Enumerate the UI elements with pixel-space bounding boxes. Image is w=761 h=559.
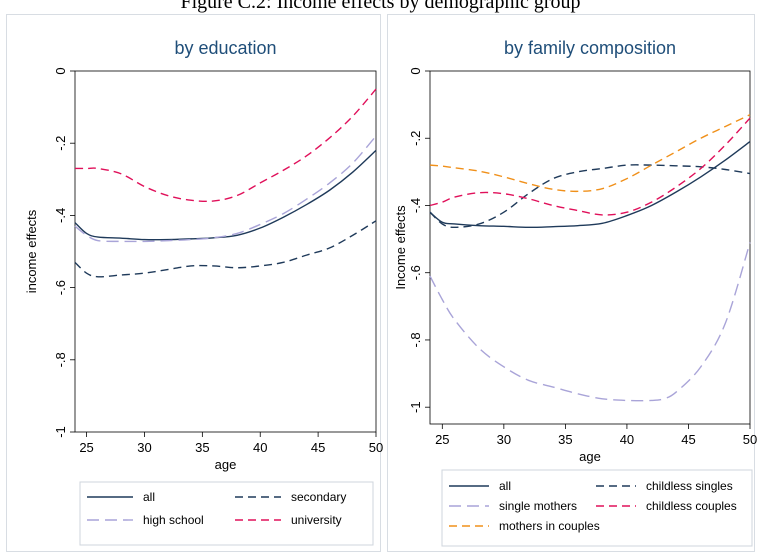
legend-label-childless-couples: childless couples <box>646 499 737 513</box>
chart-title: by family composition <box>504 38 676 58</box>
page-title: Figure C.2: Income effects by demographi… <box>180 0 581 13</box>
x-tick-label: 50 <box>743 432 757 447</box>
x-tick-label: 35 <box>195 440 209 455</box>
y-tick-label: -.6 <box>408 265 423 280</box>
legend-label-university: university <box>291 513 342 527</box>
y-tick-label: -.2 <box>53 136 68 151</box>
legend-label-high-school: high school <box>143 513 204 527</box>
y-tick-label: -1 <box>53 426 68 438</box>
y-tick-label: -.4 <box>53 208 68 223</box>
series-line-all <box>74 149 377 241</box>
legend-label-all: all <box>143 490 155 504</box>
legend-label-childless-singles: childless singles <box>646 479 733 493</box>
x-tick-label: 35 <box>558 432 572 447</box>
legend-label-all: all <box>499 479 511 493</box>
y-tick-label: -.4 <box>408 198 423 213</box>
x-axis-label: age <box>579 449 601 464</box>
legend-label-mothers-in-couples: mothers in couples <box>499 519 600 533</box>
series-line-secondary <box>74 220 377 278</box>
legend-label-single-mothers: single mothers <box>499 499 577 513</box>
legend-box <box>441 469 753 547</box>
series-line-university <box>74 88 377 203</box>
y-tick-label: -.8 <box>53 352 68 367</box>
x-axis-label: age <box>215 457 237 472</box>
chart-title: by education <box>174 38 276 58</box>
plot-area <box>429 70 751 425</box>
x-tick-label: 25 <box>79 440 93 455</box>
chart-panel-by-education: by education 0 -.2 -.4 -.6 -.8 -1 25 30 35 40 45 50 a… <box>6 14 383 552</box>
plot-area <box>74 70 377 433</box>
y-axis-label: income effects <box>24 209 39 293</box>
x-tick-label: 30 <box>137 440 151 455</box>
x-tick-label: 50 <box>369 440 383 455</box>
y-tick-label: -1 <box>408 401 423 413</box>
y-tick-label: -.6 <box>53 280 68 295</box>
x-tick-label: 45 <box>311 440 325 455</box>
series-line-childless-couples <box>429 117 751 216</box>
y-tick-label: -.2 <box>408 131 423 146</box>
x-tick-label: 40 <box>253 440 267 455</box>
x-tick-label: 25 <box>435 432 449 447</box>
x-tick-label: 30 <box>497 432 511 447</box>
y-tick-label: 0 <box>408 67 423 74</box>
series-line-mothers-in-couples <box>429 114 751 193</box>
y-tick-label: 0 <box>53 67 68 74</box>
family-composition-chart: by family composition 0 -.2 -.4 -.6 -.8 -1 25 30… <box>393 38 757 547</box>
legend-label-secondary: secondary <box>291 490 346 504</box>
y-axis-label: Income effects <box>393 205 408 290</box>
x-tick-label: 40 <box>620 432 634 447</box>
legend-box <box>79 481 374 546</box>
y-tick-label: -.8 <box>408 332 423 347</box>
chart-panel-by-family-composition: by family composition 0 -.2 -.4 -.6 -.8 -1 25 30… <box>387 14 757 552</box>
x-tick-label: 45 <box>681 432 695 447</box>
education-chart: by education 0 -.2 -.4 -.6 -.8 -1 25 30 35 40 45 50 a… <box>24 38 383 546</box>
series-line-all <box>429 141 751 229</box>
